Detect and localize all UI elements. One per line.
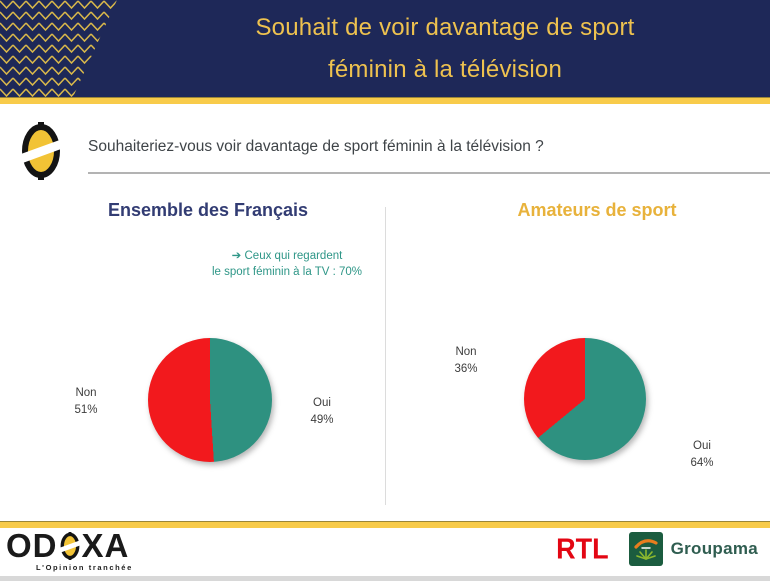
label-value: 36% bbox=[454, 362, 478, 375]
page-title-line2: féminin à la télévision bbox=[327, 55, 563, 83]
label-ensemble-non: Non 51% bbox=[56, 385, 116, 418]
label-text: Oui bbox=[313, 397, 331, 409]
label-amateurs-non: Non 36% bbox=[436, 344, 496, 377]
label-value: 49% bbox=[310, 413, 334, 426]
slide-bottom-edge bbox=[0, 576, 770, 581]
label-text: Non bbox=[75, 387, 97, 399]
label-value: 51% bbox=[74, 403, 98, 416]
question-divider-line bbox=[88, 172, 770, 174]
odoxa-slashed-o-icon bbox=[58, 532, 81, 560]
header-banner: Souhait de voir davantage de sport fémin… bbox=[0, 0, 770, 97]
tv-viewers-annotation: ➔ Ceux qui regardent le sport féminin à … bbox=[192, 248, 382, 280]
annotation-line1: ➔ Ceux qui regardent bbox=[231, 250, 343, 262]
odoxa-logo: OD XA L'Opinion tranchée bbox=[6, 527, 133, 572]
label-text: Non bbox=[455, 346, 477, 358]
right-panel-title: Amateurs de sport bbox=[517, 200, 677, 220]
odoxa-letters-xa: XA bbox=[81, 527, 130, 564]
label-ensemble-oui: Oui 49% bbox=[292, 395, 352, 428]
rtl-logo: RTL bbox=[556, 532, 609, 565]
annotation-line2: le sport féminin à la TV : 70% bbox=[212, 266, 362, 278]
herringbone-pattern-decoration bbox=[0, 0, 120, 97]
pie-chart-ensemble bbox=[148, 338, 272, 462]
left-panel-title: Ensemble des Français bbox=[107, 200, 309, 220]
label-amateurs-oui: Oui 64% bbox=[672, 438, 732, 471]
label-text: Oui bbox=[693, 440, 711, 452]
page-title: Souhait de voir davantage de sport fémin… bbox=[120, 0, 770, 97]
page-title-line1: Souhait de voir davantage de sport bbox=[255, 13, 635, 41]
label-value: 64% bbox=[690, 456, 714, 469]
yellow-accent-bar-top bbox=[0, 97, 770, 104]
odoxa-letters-od: OD bbox=[6, 527, 58, 564]
groupama-icon bbox=[628, 532, 663, 566]
vertical-divider bbox=[385, 207, 386, 505]
charts-area: Ensemble des Français Amateurs de sport … bbox=[0, 185, 770, 521]
pie-chart-amateurs bbox=[524, 338, 646, 460]
footer: OD XA L'Opinion tranchée RTL bbox=[0, 528, 770, 576]
groupama-logo: Groupama bbox=[628, 532, 758, 566]
odoxa-o-icon bbox=[14, 122, 70, 185]
yellow-accent-bar-bottom bbox=[0, 521, 770, 528]
odoxa-tagline: L'Opinion tranchée bbox=[36, 563, 133, 572]
groupama-wordmark: Groupama bbox=[670, 539, 758, 558]
survey-question: Souhaiteriez-vous voir davantage de spor… bbox=[88, 138, 544, 155]
odoxa-wordmark: OD XA bbox=[6, 527, 133, 564]
partner-logos: RTL Groupama bbox=[556, 532, 758, 566]
